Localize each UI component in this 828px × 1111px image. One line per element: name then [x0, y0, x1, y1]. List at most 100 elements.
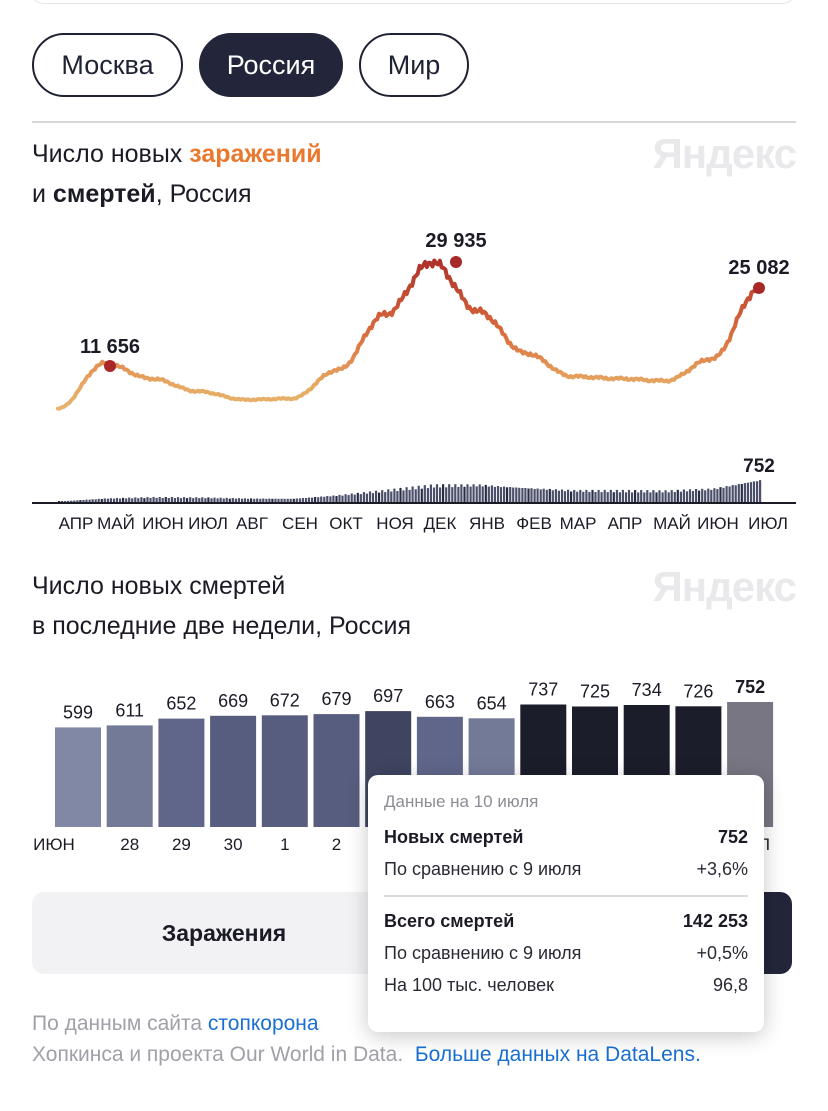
tooltip-compare-1: По сравнению с 9 июля +3,6%: [384, 853, 748, 885]
death-bar: [460, 484, 463, 502]
death-bar: [88, 499, 91, 502]
death-bar: [658, 490, 661, 502]
death-bar: [158, 497, 161, 502]
death-bar: [381, 490, 384, 502]
death-bar: [609, 489, 612, 502]
deaths-bars-2w: 599 611 652 669 672 679 697 663 654 737 725 734 726 7…: [55, 677, 774, 827]
month-label: СЕН: [282, 514, 318, 533]
tooltip-value: 752: [717, 827, 748, 847]
death-bar: [685, 491, 689, 502]
death-bar: [112, 498, 116, 502]
tooltip-total-deaths: Всего смертей 142 253: [384, 905, 748, 937]
death-bar: [426, 488, 429, 502]
death-bar: [240, 498, 244, 502]
death-bar: [603, 489, 606, 502]
yandex-watermark: Яндекс: [652, 130, 797, 177]
death-bar-day[interactable]: [261, 715, 308, 827]
death-bar: [170, 497, 173, 502]
death-bar: [509, 487, 512, 502]
death-bar: [347, 495, 350, 502]
source-note: По данным сайта стопкорона Хопкинса и пр…: [32, 1008, 732, 1070]
death-bar-day[interactable]: [210, 715, 257, 827]
death-bar: [691, 491, 695, 502]
month-label: МАР: [560, 514, 597, 533]
death-bar: [673, 492, 676, 502]
tooltip-per-100k: На 100 тыс. человек 96,8: [384, 969, 748, 1001]
death-bar: [698, 490, 701, 502]
tooltip-compare-2: По сравнению с 9 июля +0,5%: [384, 937, 748, 969]
death-bar-value: 726: [683, 681, 713, 701]
death-bar: [682, 489, 685, 502]
death-bar: [478, 484, 481, 502]
day-label: 2: [332, 835, 341, 854]
death-bar: [688, 489, 692, 502]
death-bar-value: 679: [321, 689, 351, 709]
death-bar: [344, 494, 347, 502]
death-bar-day[interactable]: [106, 725, 153, 827]
death-bar: [481, 486, 484, 502]
death-bar: [634, 490, 637, 502]
chart2-title-line2: в последние две недели, Россия: [32, 612, 412, 640]
death-bar: [576, 491, 579, 502]
deaths-bar-chart: 599 611 652 669 672 679 697 663 654 737 725 734 726 7…: [33, 677, 774, 854]
divider: [32, 121, 796, 123]
death-bar: [527, 488, 530, 502]
death-bar: [512, 487, 515, 502]
death-bar: [311, 497, 314, 502]
stopcorona-link[interactable]: стопкорона: [207, 1012, 319, 1035]
tab-moscow[interactable]: Москва: [32, 33, 183, 97]
month-label: НОЯ: [376, 514, 413, 533]
death-bar-day[interactable]: [55, 727, 101, 827]
datalens-link[interactable]: Больше данных на DataLens.: [414, 1043, 701, 1066]
death-bar: [493, 486, 496, 502]
death-bar: [621, 489, 624, 502]
death-bar: [76, 500, 79, 502]
death-bar: [301, 498, 304, 502]
tooltip-label: Новых смертей: [384, 827, 524, 847]
source-line2: Хопкинса и проекта Our World in Data.: [32, 1043, 404, 1066]
death-bar: [243, 498, 247, 502]
death-bar-day[interactable]: [313, 714, 360, 827]
death-bar: [85, 499, 88, 502]
death-bar: [179, 498, 183, 502]
death-bar: [545, 489, 548, 502]
tab-russia[interactable]: Россия: [199, 33, 343, 97]
death-bar: [73, 500, 76, 502]
death-bar: [137, 498, 140, 502]
death-bar: [652, 490, 655, 502]
previous-card-edge: [30, 0, 796, 4]
month-label: АВГ: [236, 514, 268, 533]
death-bar: [307, 497, 311, 502]
death-bar: [61, 501, 64, 502]
deaths-last-label: 752: [743, 456, 775, 477]
last-point-label: 25 082: [728, 257, 789, 279]
death-bar: [472, 484, 475, 502]
death-bar: [289, 498, 292, 502]
death-bar: [155, 497, 158, 502]
death-bar: [250, 498, 253, 502]
infections-mode-button[interactable]: Заражения: [161, 920, 287, 946]
death-bar: [637, 492, 640, 502]
death-bar: [210, 498, 213, 502]
chart2-title: Число новых смертей в последние две неде…: [32, 566, 411, 646]
death-bar: [615, 489, 618, 502]
infections-deaths-chart: 11 656 29 935 25 082 752 АПР МАЙ ИЮН ИЮЛ АВГ…: [32, 230, 796, 533]
death-bar: [597, 489, 600, 502]
death-bar: [399, 487, 402, 502]
tab-world[interactable]: Мир: [359, 33, 469, 97]
death-bar: [119, 498, 122, 502]
death-bar: [496, 486, 500, 502]
death-bar: [274, 498, 277, 502]
death-bar: [317, 497, 320, 502]
data-tooltip: Данные на 10 июля Новых смертей 752 По с…: [368, 775, 764, 1032]
death-bar: [539, 489, 542, 502]
death-bar: [606, 492, 609, 502]
death-bar-day[interactable]: [158, 718, 205, 827]
death-bar: [320, 496, 323, 502]
death-bar: [728, 486, 731, 502]
death-bar: [530, 488, 533, 502]
death-bar: [295, 498, 298, 502]
death-bar: [259, 498, 262, 502]
death-bar: [405, 487, 408, 502]
death-bar-value: 652: [166, 694, 196, 714]
